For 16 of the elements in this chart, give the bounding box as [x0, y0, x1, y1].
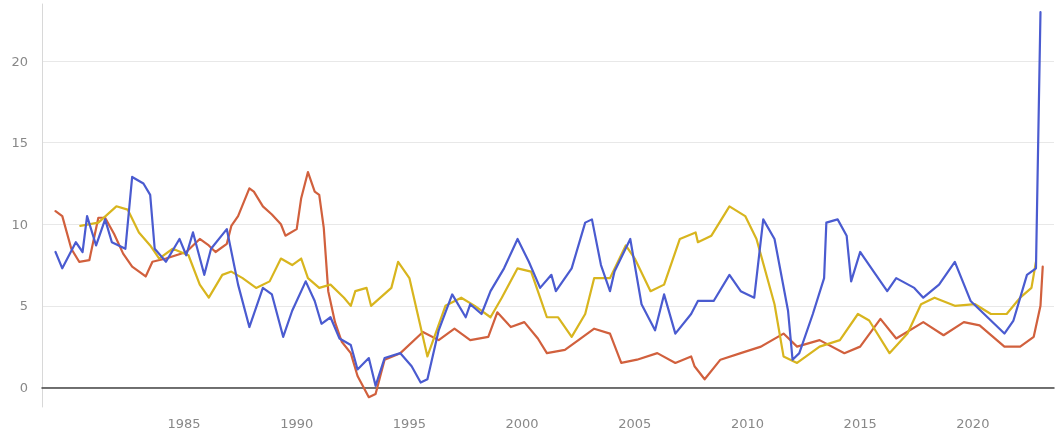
x-tick-label: 2020 — [956, 416, 990, 431]
line-series — [54, 11, 1042, 387]
y-tick-label: 15 — [11, 135, 28, 151]
line-series — [54, 170, 1044, 399]
y-tick-label: 0 — [19, 379, 28, 395]
x-tick-label: 2000 — [505, 416, 539, 431]
x-tick-label: 1985 — [167, 416, 201, 431]
x-tick-label: 1990 — [280, 416, 314, 431]
y-tick-label: 20 — [11, 53, 28, 69]
x-tick-label: 2010 — [730, 416, 765, 431]
x-tick-label: 2015 — [843, 416, 877, 431]
x-tick-label: 1995 — [392, 416, 426, 431]
line-series — [79, 205, 1038, 365]
y-tick-label: 5 — [19, 298, 28, 314]
y-tick-label: 10 — [11, 216, 28, 232]
x-tick-label: 2005 — [618, 416, 652, 431]
